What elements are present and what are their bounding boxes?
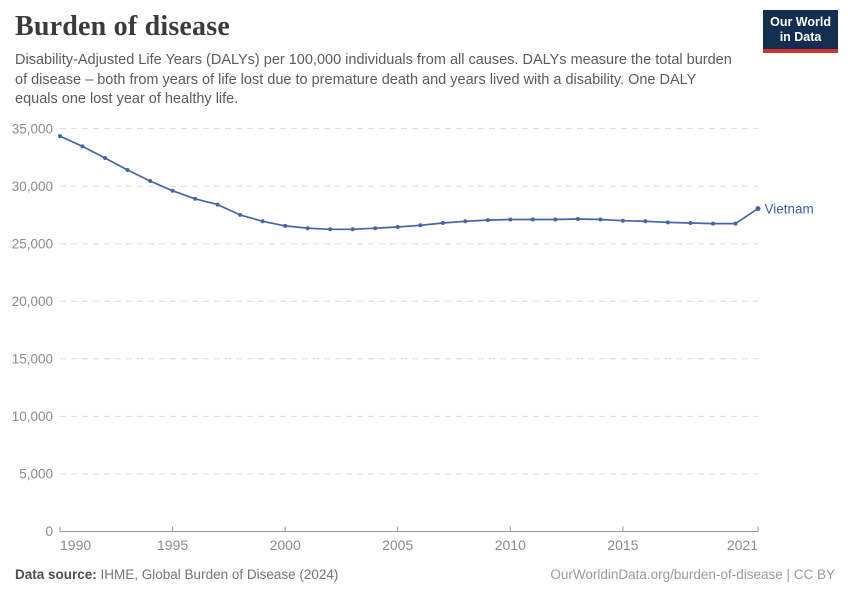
data-point: [620, 218, 625, 223]
data-point: [125, 168, 130, 172]
credit-link[interactable]: OurWorldinData.org/burden-of-disease | C…: [550, 567, 835, 582]
y-axis-tick-label: 35,000: [12, 121, 53, 136]
series-line-vietnam: [59, 135, 759, 231]
data-point: [148, 179, 153, 183]
data-point: [643, 219, 648, 224]
data-point: [440, 221, 445, 225]
x-axis-tick-label: 2010: [495, 537, 526, 553]
data-point: [170, 188, 175, 193]
x-axis-tick-label: 1995: [157, 537, 188, 553]
x-axis-tick-label: 1990: [60, 537, 91, 553]
data-point: [575, 217, 580, 221]
data-point: [530, 217, 535, 222]
x-axis-tick-label: 2021: [727, 537, 758, 553]
owid-logo-line1: Our World: [770, 15, 831, 29]
data-point: [755, 206, 761, 212]
data-source-label: Data source:: [15, 567, 97, 582]
owid-logo-line2: in Data: [779, 30, 822, 44]
page-title: Burden of disease: [15, 11, 230, 42]
data-point: [328, 227, 333, 232]
data-point: [711, 221, 715, 226]
y-axis-tick-label: 5,000: [19, 467, 53, 482]
data-point: [688, 221, 693, 225]
data-point: [80, 144, 85, 149]
y-axis-tick-label: 0: [45, 524, 53, 539]
data-point: [665, 220, 670, 225]
series-label-vietnam: Vietnam: [765, 201, 814, 216]
data-point: [373, 226, 378, 231]
owid-logo[interactable]: Our World in Data: [763, 10, 838, 53]
chart-subtitle: Disability-Adjusted Life Years (DALYs) p…: [15, 52, 732, 107]
data-point: [350, 227, 355, 232]
data-point: [508, 217, 513, 222]
data-point: [215, 202, 220, 207]
data-point: [283, 223, 288, 228]
data-point: [395, 225, 400, 229]
data-point: [238, 212, 243, 217]
chart-footer: Data source: IHME, Global Burden of Dise…: [15, 566, 835, 584]
data-point: [485, 218, 490, 223]
x-axis-tick-label: 2015: [607, 537, 638, 553]
data-source-note[interactable]: Data source: IHME, Global Burden of Dise…: [15, 566, 338, 584]
data-point: [463, 219, 468, 224]
data-point: [418, 223, 423, 228]
y-axis-tick-label: 25,000: [12, 236, 53, 251]
x-axis-tick-label: 2005: [382, 537, 413, 553]
y-axis-tick-label: 15,000: [12, 352, 53, 367]
data-point: [193, 196, 198, 201]
data-point: [598, 217, 603, 222]
data-point: [260, 219, 265, 224]
y-axis-tick-label: 30,000: [12, 179, 53, 194]
data-point: [305, 226, 310, 231]
data-point: [58, 134, 62, 139]
data-point: [733, 221, 738, 226]
data-point: [553, 217, 558, 222]
data-point: [103, 156, 107, 160]
y-axis-tick-label: 10,000: [12, 409, 53, 424]
x-axis-tick-label: 2000: [270, 537, 301, 553]
y-axis-tick-label: 20,000: [12, 294, 53, 309]
data-source-text: IHME, Global Burden of Disease (2024): [96, 567, 339, 582]
